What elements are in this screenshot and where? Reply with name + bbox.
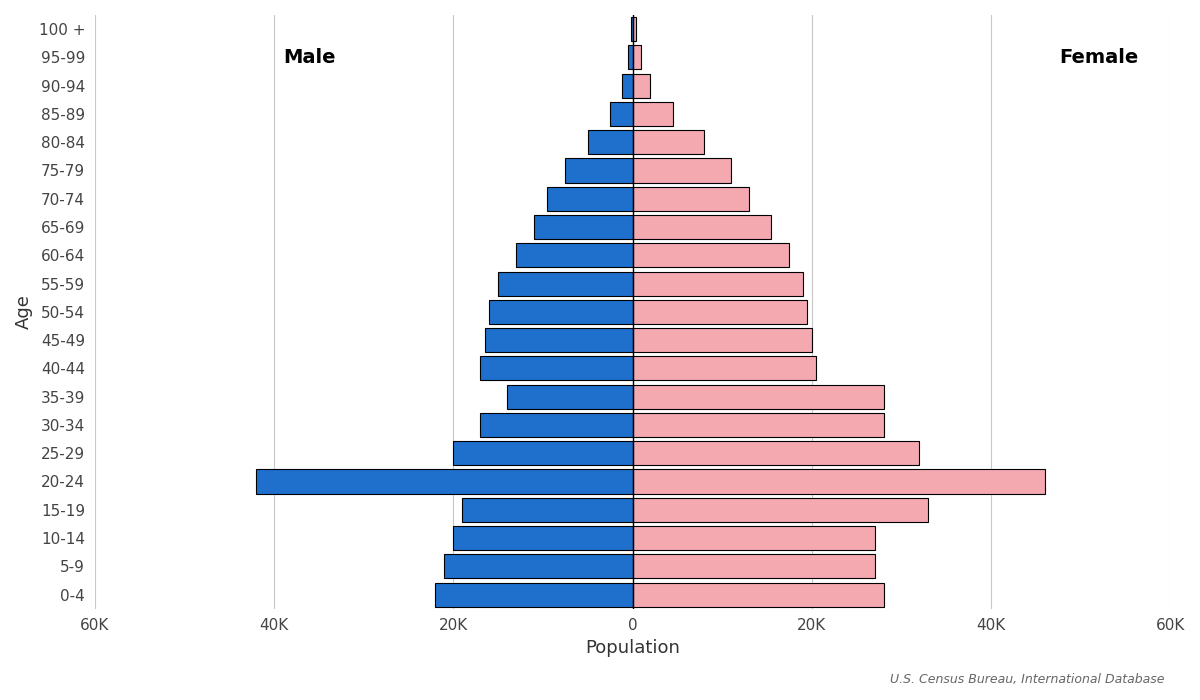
Bar — [588, 130, 632, 154]
Bar — [632, 385, 883, 409]
Y-axis label: Age: Age — [14, 295, 32, 329]
Text: U.S. Census Bureau, International Database: U.S. Census Bureau, International Databa… — [889, 673, 1164, 686]
Bar — [256, 470, 632, 494]
Bar — [565, 158, 632, 183]
Bar — [485, 328, 632, 352]
Bar — [632, 187, 749, 211]
Bar — [632, 470, 1045, 494]
X-axis label: Population: Population — [586, 639, 680, 657]
Bar — [632, 130, 704, 154]
Bar — [632, 46, 641, 69]
Bar — [632, 244, 790, 267]
Bar — [632, 498, 929, 522]
Text: Male: Male — [283, 48, 336, 67]
Bar — [534, 215, 632, 239]
Bar — [454, 526, 632, 550]
Bar — [632, 102, 673, 126]
Bar — [436, 582, 632, 607]
Bar — [632, 413, 883, 437]
Bar — [632, 74, 650, 98]
Bar — [480, 413, 632, 437]
Bar — [462, 498, 632, 522]
Bar — [632, 328, 812, 352]
Bar — [632, 526, 875, 550]
Bar — [632, 215, 772, 239]
Bar — [610, 102, 632, 126]
Bar — [628, 46, 632, 69]
Bar — [490, 300, 632, 324]
Bar — [480, 356, 632, 380]
Bar — [547, 187, 632, 211]
Bar — [632, 441, 919, 466]
Bar — [632, 272, 803, 295]
Bar — [632, 582, 883, 607]
Bar — [632, 356, 816, 380]
Bar — [454, 441, 632, 466]
Bar — [498, 272, 632, 295]
Text: Female: Female — [1058, 48, 1139, 67]
Bar — [516, 244, 632, 267]
Bar — [631, 17, 632, 41]
Bar — [632, 554, 875, 578]
Bar — [508, 385, 632, 409]
Bar — [632, 17, 636, 41]
Bar — [632, 158, 731, 183]
Bar — [444, 554, 632, 578]
Bar — [622, 74, 632, 98]
Bar — [632, 300, 808, 324]
